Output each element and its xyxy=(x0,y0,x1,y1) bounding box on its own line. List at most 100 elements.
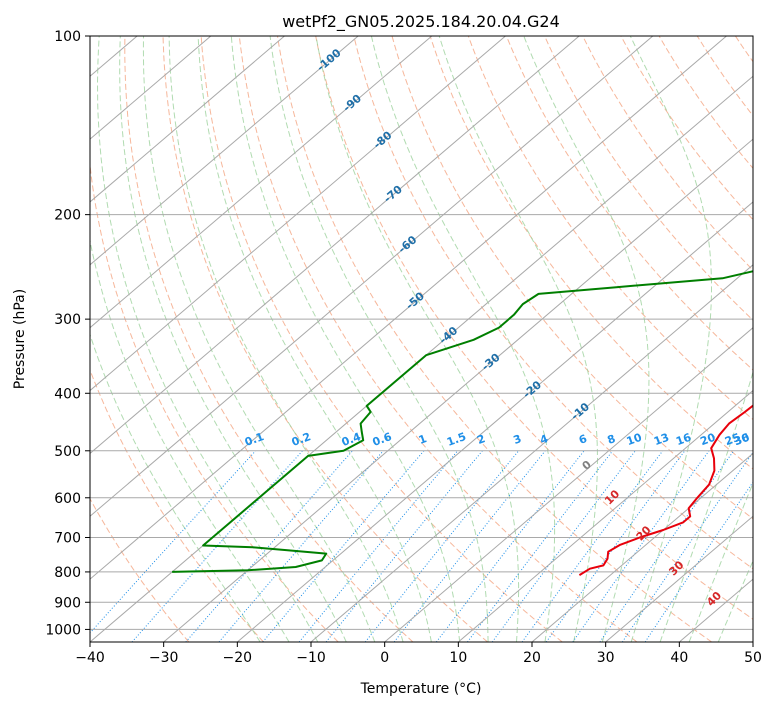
isotherm xyxy=(90,36,359,266)
y-tick-label: 100 xyxy=(54,29,81,45)
mixing-ratio-line xyxy=(436,450,585,642)
x-tick-label: −20 xyxy=(223,650,253,666)
isotherm xyxy=(90,36,654,517)
mixing-ratio-label: 0.6 xyxy=(371,430,394,449)
isotherm xyxy=(458,389,753,642)
dry-adiabat xyxy=(505,36,753,371)
isotherm xyxy=(90,36,212,140)
mixing-ratio-label: 2 xyxy=(475,432,487,447)
isotherm xyxy=(237,201,753,642)
mixing-ratio-line xyxy=(325,450,483,642)
moist-adiabat xyxy=(370,36,556,642)
mixing-ratio-line xyxy=(131,450,303,642)
mixing-ratio-label: 1 xyxy=(417,432,429,447)
mixing-ratio-label: 3 xyxy=(512,432,524,447)
moist-adiabat xyxy=(90,238,290,642)
y-tick-label: 200 xyxy=(54,208,81,224)
isotherm xyxy=(90,36,580,455)
y-axis: 100 200 300 400 500 600 700 800 900 1000 xyxy=(45,29,90,638)
dry-adiabat xyxy=(429,36,753,470)
mixing-ratio-label: 0.4 xyxy=(340,430,363,449)
moist-adiabat xyxy=(688,481,753,642)
y-tick-label: 300 xyxy=(54,312,81,328)
mixing-ratio-label: 16 xyxy=(674,431,693,449)
mixing-ratio-label: 1.5 xyxy=(445,430,468,449)
temperature-line xyxy=(578,404,753,576)
dewpoint-line xyxy=(172,270,753,573)
x-tick-label: −10 xyxy=(296,650,326,666)
dry-adiabat xyxy=(90,160,339,642)
mixing-ratio-label: 10 xyxy=(625,431,644,449)
isotherm xyxy=(90,36,506,392)
moist-adiabat xyxy=(96,36,319,642)
mixing-ratio-label: 20 xyxy=(698,431,717,449)
dry-adiabat xyxy=(353,36,753,570)
isotherm xyxy=(531,452,753,642)
isotherm xyxy=(310,264,753,642)
isotherm xyxy=(90,36,727,580)
isotherm xyxy=(605,515,753,642)
dry-adiabat xyxy=(200,36,563,642)
dry-adiabat xyxy=(544,36,753,321)
moist-adiabat xyxy=(438,36,598,642)
mixing-ratio-line xyxy=(90,450,256,634)
isotherm xyxy=(163,138,753,642)
mixing-ratio-line xyxy=(572,450,710,642)
moist-adiabat xyxy=(659,370,753,642)
mixing-ratio-line xyxy=(467,450,613,642)
y-tick-label: 500 xyxy=(54,444,81,460)
mixing-ratio-line xyxy=(491,450,636,642)
y-tick-label: 700 xyxy=(54,531,81,547)
profile-series xyxy=(172,270,753,576)
chart-title: wetPf2_GN05.2025.184.20.04.G24 xyxy=(282,12,560,32)
moist-adiabat xyxy=(629,36,712,642)
y-tick-label: 600 xyxy=(54,491,81,507)
x-tick-label: 20 xyxy=(523,650,541,666)
dry-adiabat xyxy=(277,36,712,642)
mixing-ratio-line xyxy=(185,450,353,642)
y-axis-label: Pressure (hPa) xyxy=(12,289,28,389)
moist-adiabat xyxy=(523,36,650,642)
mixing-ratio-label: 0.2 xyxy=(290,430,313,449)
x-tick-label: 10 xyxy=(449,650,467,666)
mixing-ratio-line xyxy=(521,450,664,642)
moist-adiabat xyxy=(197,36,432,642)
moist-adiabat xyxy=(168,36,404,642)
moist-adiabat xyxy=(90,332,261,642)
x-axis-label: Temperature (°C) xyxy=(360,681,482,697)
x-tick-label: 0 xyxy=(380,650,389,666)
x-tick-label: 50 xyxy=(744,650,762,666)
dry-adiabat xyxy=(238,36,638,642)
dry-adiabat xyxy=(124,36,414,642)
y-tick-label: 900 xyxy=(54,595,81,611)
mixing-ratio-label: 30 xyxy=(732,431,751,449)
moist-adiabat xyxy=(119,36,347,642)
dry-adiabat xyxy=(90,368,264,642)
mixing-ratio-label: 4 xyxy=(538,432,550,447)
x-tick-label: 40 xyxy=(670,650,688,666)
x-axis: −40 −30 −20 −10 0 10 20 30 40 50 xyxy=(75,642,762,666)
plot-frame xyxy=(89,35,754,643)
mixing-ratio-label: 6 xyxy=(577,432,589,447)
isotherm xyxy=(384,327,753,642)
mixing-ratio-label: 36 xyxy=(732,431,751,449)
mixing-ratio-label: 25 xyxy=(723,431,742,448)
isotherm xyxy=(90,36,433,329)
mixing-ratio-label: 8 xyxy=(606,432,618,447)
y-tick-label: 800 xyxy=(54,565,81,581)
x-tick-label: −40 xyxy=(75,650,105,666)
isotherm xyxy=(90,36,285,203)
mixing-ratio-label: 13 xyxy=(652,431,671,448)
x-tick-label: −30 xyxy=(149,650,179,666)
mixing-ratio-label: 0.1 xyxy=(243,430,266,449)
dry-adiabat xyxy=(315,36,753,620)
mixing-ratio-line xyxy=(298,450,458,642)
moist-adiabat xyxy=(230,36,461,642)
dry-adiabat xyxy=(162,36,488,642)
pressure-gridlines xyxy=(90,36,753,630)
y-tick-label: 400 xyxy=(54,386,81,402)
